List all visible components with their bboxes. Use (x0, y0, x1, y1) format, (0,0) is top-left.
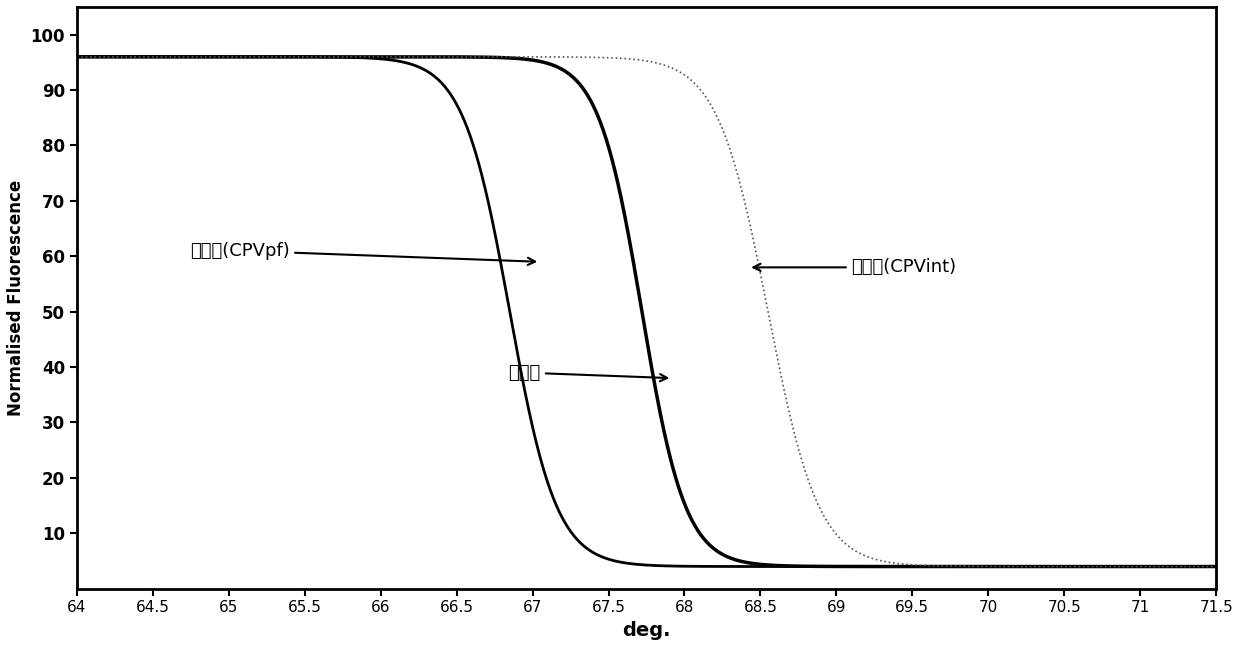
Text: 疫苗株(CPVpf): 疫苗株(CPVpf) (190, 242, 534, 265)
X-axis label: deg.: deg. (622, 621, 671, 640)
Y-axis label: Normalised Fluorescence: Normalised Fluorescence (7, 180, 25, 416)
Text: 野毒株: 野毒株 (508, 364, 667, 382)
Text: 疫苗株(CPVint): 疫苗株(CPVint) (754, 258, 957, 276)
